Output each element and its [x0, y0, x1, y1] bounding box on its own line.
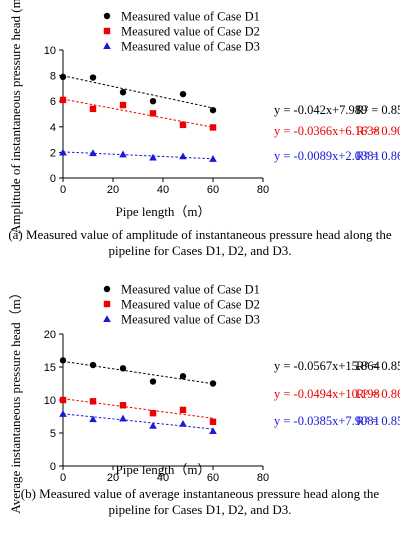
chart-b-x-tick-label: 80: [257, 472, 269, 484]
chart-a-y-axis-label: Amplitude of instantaneous pressure head…: [8, 0, 23, 234]
chart-a-point-d1: [119, 89, 127, 96]
chart-a-y-tick-label: 6: [50, 96, 56, 108]
chart-a-fit-line-d3: [62, 151, 214, 160]
chart-a-y-tick-label: 4: [50, 122, 56, 134]
chart-a-x-tick-label: 60: [207, 184, 219, 196]
chart-a-point-d1: [209, 106, 217, 114]
chart-b-point-d2: [179, 406, 187, 414]
chart-a-fit-r2-d3: R² = 0.8601: [356, 149, 400, 163]
chart-a-point-d2: [149, 110, 157, 117]
chart-b-fit-line-d3: [62, 413, 214, 430]
chart-a-point-d2: [89, 105, 97, 113]
chart-b-legend-label-d1: Measured value of Case D1: [121, 283, 260, 297]
chart-b-x-tick-label: 20: [107, 472, 119, 484]
chart-b-point-d1: [89, 361, 97, 369]
chart-b-fit-equation-d2: y = -0.0494x+10.198: [274, 387, 380, 401]
chart-a-point-d1: [179, 90, 187, 98]
chart-a-point-d3: [149, 153, 157, 161]
chart-b-point-d3: [149, 421, 157, 429]
chart-a-point-d3: [59, 148, 67, 156]
chart-b-point-d1: [179, 373, 187, 380]
chart-a-x-axis-label: Pipe length（m）: [116, 204, 211, 219]
chart-b-legend-marker-d2: [103, 300, 111, 308]
chart-b-point-d2: [149, 410, 157, 417]
chart-a-point-d2: [119, 101, 127, 109]
chart-a-legend-label-d2: Measured value of Case D2: [121, 25, 260, 39]
chart-b-point-d3: [119, 414, 127, 422]
chart-b-point-d2: [209, 418, 217, 425]
chart-a-fit-equation-d3: y = -0.0089x+2.0381: [274, 149, 380, 163]
chart-b-legend-label-d3: Measured value of Case D3: [121, 313, 260, 327]
chart-b-y-tick-label: 5: [50, 428, 56, 440]
caption-a: (a) Measured value of amplitude of insta…: [8, 227, 392, 258]
chart-b-x-axis-label: Pipe length（m）: [116, 462, 211, 477]
chart-b-y-tick-label: 20: [44, 329, 56, 341]
chart-a-fit-r2-d1: R² = 0.8524: [356, 103, 400, 117]
chart-b-point-d3: [209, 427, 217, 435]
chart-a-fit-r2-d2: R² = 0.9091: [356, 124, 400, 138]
chart-b-point-d3: [59, 410, 67, 417]
chart-b-y-axis-label: Average instantaneous pressure head（m）: [8, 286, 23, 514]
chart-a-legend-marker-d2: [103, 27, 111, 35]
chart-a-point-d1: [89, 74, 97, 81]
chart-a-legend-label-d1: Measured value of Case D1: [121, 10, 260, 24]
chart-b-x-tick-label: 40: [157, 472, 169, 484]
chart-b-legend-marker-d1: [103, 285, 111, 293]
chart-b-point-d3: [179, 419, 187, 427]
chart-b-point-d1: [149, 378, 157, 385]
caption-b: (b) Measured value of average instantane…: [20, 486, 380, 517]
chart-b-point-d2: [119, 402, 127, 409]
chart-b-point-d1: [119, 365, 127, 372]
chart-b-fit-r2-d1: R² = 0.8513: [356, 359, 400, 373]
chart-b-fit-equation-d1: y = -0.0567x+15.864: [274, 359, 381, 373]
chart-a-fit-line-d2: [62, 98, 214, 128]
chart-a-y-tick-label: 0: [50, 173, 56, 185]
chart-b-point-d3: [89, 415, 97, 423]
chart-b-point-d2: [89, 398, 97, 405]
chart-b-y-tick-label: 0: [50, 461, 56, 473]
chart-a-fit-equation-d1: y = -0.042x+7.989: [274, 103, 367, 117]
chart-a-y-tick-label: 10: [44, 45, 56, 57]
chart-a-legend-label-d3: Measured value of Case D3: [121, 40, 260, 54]
chart-b-y-tick-label: 10: [44, 395, 56, 407]
chart-a-x-tick-label: 80: [257, 184, 269, 196]
chart-a-point-d3: [89, 149, 97, 157]
chart-b-fit-line-d2: [62, 398, 214, 419]
chart-b-fit-line-d1: [62, 360, 214, 385]
chart-b-point-d1: [209, 380, 217, 387]
chart-a-x-tick-label: 40: [157, 184, 169, 196]
chart-a-x-tick-label: 0: [60, 184, 66, 196]
chart-a-fit-equation-d2: y = -0.0366x+6.1638: [274, 124, 380, 138]
chart-b-fit-r2-d2: R² = 0.8643: [356, 387, 400, 401]
chart-a-point-d2: [59, 96, 67, 104]
chart-a-point-d2: [179, 121, 187, 129]
chart-b-point-d2: [59, 396, 67, 404]
chart-b-x-tick-label: 0: [60, 472, 66, 484]
chart-b-fit-equation-d3: y = -0.0385x+7.9081: [274, 414, 380, 428]
chart-a-point-d1: [59, 73, 67, 81]
chart-a-point-d3: [119, 150, 127, 158]
chart-a-y-tick-label: 2: [50, 147, 56, 159]
chart-b-legend-label-d2: Measured value of Case D2: [121, 298, 260, 312]
chart-b-y-tick-label: 15: [44, 362, 56, 374]
chart-a-y-tick-label: 8: [50, 71, 56, 83]
chart-a-point-d1: [149, 98, 157, 105]
chart-b-fit-r2-d3: R² = 0.8502: [356, 414, 400, 428]
chart-a-fit-line-d1: [62, 75, 214, 109]
chart-a-point-d2: [209, 124, 217, 131]
chart-b-legend-marker-d3: [103, 315, 111, 323]
chart-b-point-d1: [59, 357, 67, 364]
chart-b-x-tick-label: 60: [207, 472, 219, 484]
chart-a-legend-marker-d3: [103, 42, 111, 50]
chart-a-legend-marker-d1: [103, 12, 111, 20]
chart-a-x-tick-label: 20: [107, 184, 119, 196]
chart-a-point-d3: [179, 152, 187, 160]
chart-a-point-d3: [209, 155, 217, 162]
